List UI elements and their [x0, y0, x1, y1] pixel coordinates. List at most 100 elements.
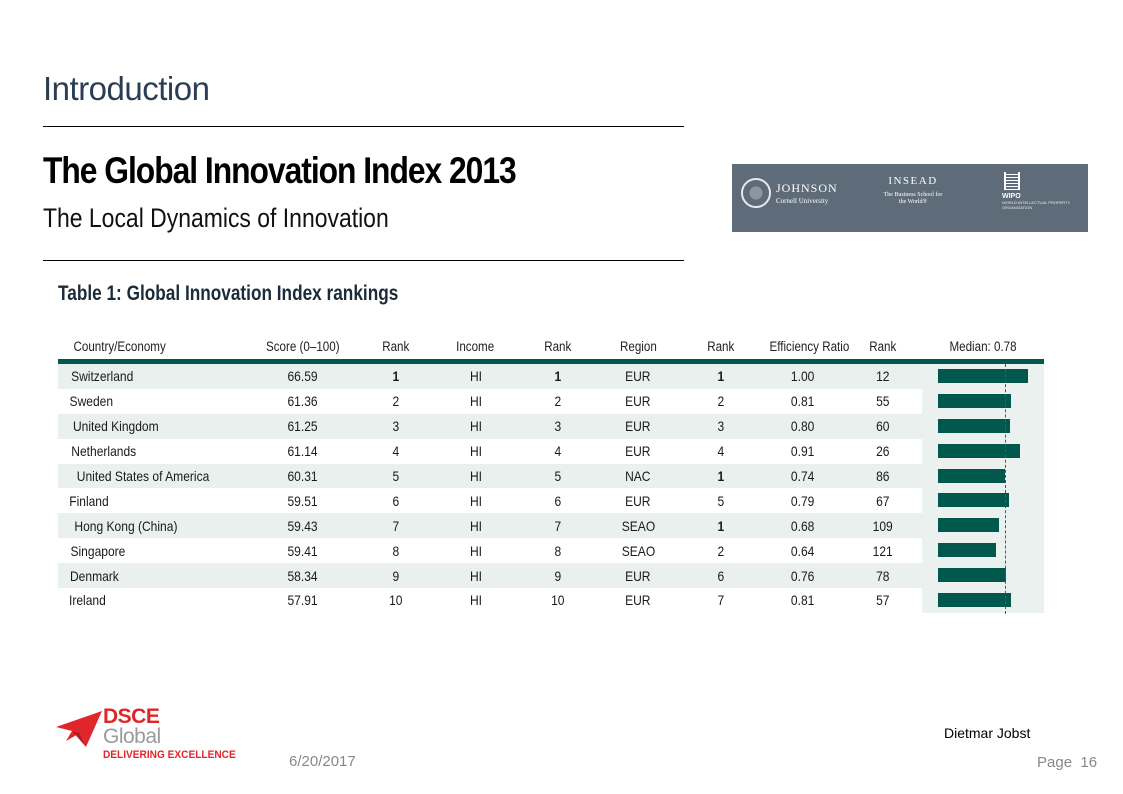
efficiency-rank-cell: 78: [843, 563, 922, 589]
region-cell: EUR: [598, 413, 678, 439]
efficiency-bar: [938, 468, 1005, 483]
rank-cell: 4: [392, 443, 399, 460]
income-rank-cell: 2: [554, 393, 562, 410]
header-efficiency: Efficiency Ratio: [763, 333, 849, 364]
table-row: United States of America 60.31 5 HI 5 NAC 1 0.7…: [58, 463, 1044, 489]
table-row: Denmark 58.34 9 HI 9 EUR 6 0.76 78: [58, 563, 1044, 589]
income-rank-cell: 10: [551, 592, 565, 609]
bottom-divider: [43, 260, 684, 261]
region-cell: SEAO: [598, 513, 678, 539]
efficiency-rank-cell: 86: [843, 463, 922, 489]
region-cell: EUR: [625, 592, 651, 609]
region-rank-cell: 4: [717, 443, 724, 460]
rank-cell: 9: [358, 563, 433, 589]
efficiency-rank-cell: 12: [843, 361, 922, 389]
income-rank-cell: 6: [554, 492, 562, 509]
partner-logos-banner: JOHNSON Cornell University INSEAD The Bu…: [732, 164, 1088, 232]
score-cell: 61.14: [287, 443, 319, 460]
logo-tagline: DELIVERING EXCELLENCE: [103, 749, 236, 761]
header-score: Score (0–100): [248, 333, 358, 364]
johnson-subtitle: Cornell University: [776, 197, 829, 205]
region-cell: EUR: [625, 443, 651, 460]
rank-cell: 7: [358, 513, 433, 539]
wipo-name: WIPO: [1002, 193, 1021, 200]
income-rank-cell: 5: [518, 463, 598, 489]
efficiency-rank-cell: 26: [875, 443, 890, 460]
rank-cell: 2: [392, 393, 399, 410]
region-cell: EUR: [625, 492, 651, 509]
table-body: Switzerland 66.59 1 HI 1 EUR 1 1.00 12 Sweden 61.3…: [58, 361, 1044, 613]
cornell-seal-icon: [741, 178, 771, 208]
income-cell: HI: [469, 542, 482, 559]
dsce-global-logo: DSCE Global DELIVERING EXCELLENCE: [56, 705, 246, 767]
country-cell: United Kingdom: [58, 413, 248, 439]
efficiency-bar-cell: [922, 413, 1044, 439]
efficiency-bar: [938, 593, 1011, 608]
score-cell: 59.43: [248, 513, 358, 539]
score-cell: 59.51: [287, 492, 319, 509]
income-rank-cell: 9: [518, 563, 598, 589]
score-cell: 58.34: [248, 563, 358, 589]
efficiency-bar: [938, 568, 1006, 583]
country-cell: Hong Kong (China): [58, 513, 248, 539]
income-cell: HI: [469, 492, 482, 509]
page-number: Page 16: [1037, 754, 1098, 771]
efficiency-bar-cell: [922, 488, 1044, 514]
efficiency-bar-cell: [922, 388, 1044, 414]
country-cell: Sweden: [69, 393, 114, 410]
header-income: Income: [433, 333, 518, 364]
income-cell: HI: [433, 413, 518, 439]
median-marker-line: [1005, 364, 1006, 614]
region-cell: NAC: [598, 463, 678, 489]
header-region-rank: Rank: [678, 333, 763, 364]
income-rank-cell: 8: [554, 542, 562, 559]
efficiency-cell: 0.81: [791, 393, 815, 410]
country-cell: Netherlands: [71, 443, 137, 460]
johnson-name: JOHNSON: [776, 181, 838, 195]
country-cell: Ireland: [68, 592, 106, 609]
rank-cell: 10: [388, 592, 403, 609]
score-cell: 61.36: [287, 393, 319, 410]
efficiency-bar: [938, 443, 1020, 458]
income-rank-cell: 1: [518, 361, 598, 389]
region-cell: SEAO: [621, 542, 655, 559]
table-row: Ireland 57.91 10 HI 10 EUR 7 0.81 57: [58, 588, 1044, 613]
region-rank-cell: 2: [717, 542, 724, 559]
footer-date: 6/20/2017: [289, 753, 356, 770]
efficiency-bar-cell: [922, 538, 1044, 564]
income-cell: HI: [433, 463, 518, 489]
efficiency-bar: [938, 518, 999, 533]
score-cell: 60.31: [248, 463, 358, 489]
score-cell: 66.59: [248, 361, 358, 389]
rank-cell: 6: [392, 492, 399, 509]
table-row: Netherlands 61.14 4 HI 4 EUR 4 0.91 26: [58, 438, 1044, 464]
header-country: Country/Economy: [58, 333, 248, 364]
income-rank-cell: 3: [518, 413, 598, 439]
table-row: Switzerland 66.59 1 HI 1 EUR 1 1.00 12: [58, 361, 1044, 389]
income-rank-cell: 4: [554, 443, 562, 460]
efficiency-rank-cell: 55: [875, 393, 890, 410]
rank-cell: 1: [358, 361, 433, 389]
header-region: Region: [598, 333, 678, 364]
header-efficiency-rank: Rank: [843, 333, 922, 364]
score-cell: 57.91: [287, 592, 319, 609]
wipo-logo: WIPO WORLD INTELLECTUAL PROPERTY ORGANIZ…: [1002, 172, 1082, 210]
efficiency-cell: 0.91: [791, 443, 815, 460]
johnson-logo: JOHNSON Cornell University: [776, 181, 838, 205]
slide-title: Introduction: [43, 70, 210, 107]
region-rank-cell: 1: [678, 463, 763, 489]
efficiency-rank-cell: 60: [843, 413, 922, 439]
document-title: The Global Innovation Index 2013: [43, 150, 517, 191]
dsce-plane-icon: [56, 711, 102, 747]
table-row: Finland 59.51 6 HI 6 EUR 5 0.79 67: [58, 488, 1044, 514]
region-cell: EUR: [598, 361, 678, 389]
footer-author: Dietmar Jobst: [944, 725, 1031, 741]
rank-cell: 3: [358, 413, 433, 439]
income-rank-cell: 7: [518, 513, 598, 539]
country-cell: United States of America: [58, 463, 248, 489]
efficiency-cell: 0.76: [763, 563, 843, 589]
region-rank-cell: 1: [678, 513, 763, 539]
logo-dsce-text: DSCE: [103, 705, 160, 728]
efficiency-cell: 1.00: [763, 361, 843, 389]
rankings-table: Country/Economy Score (0–100) Rank Incom…: [58, 333, 1044, 613]
